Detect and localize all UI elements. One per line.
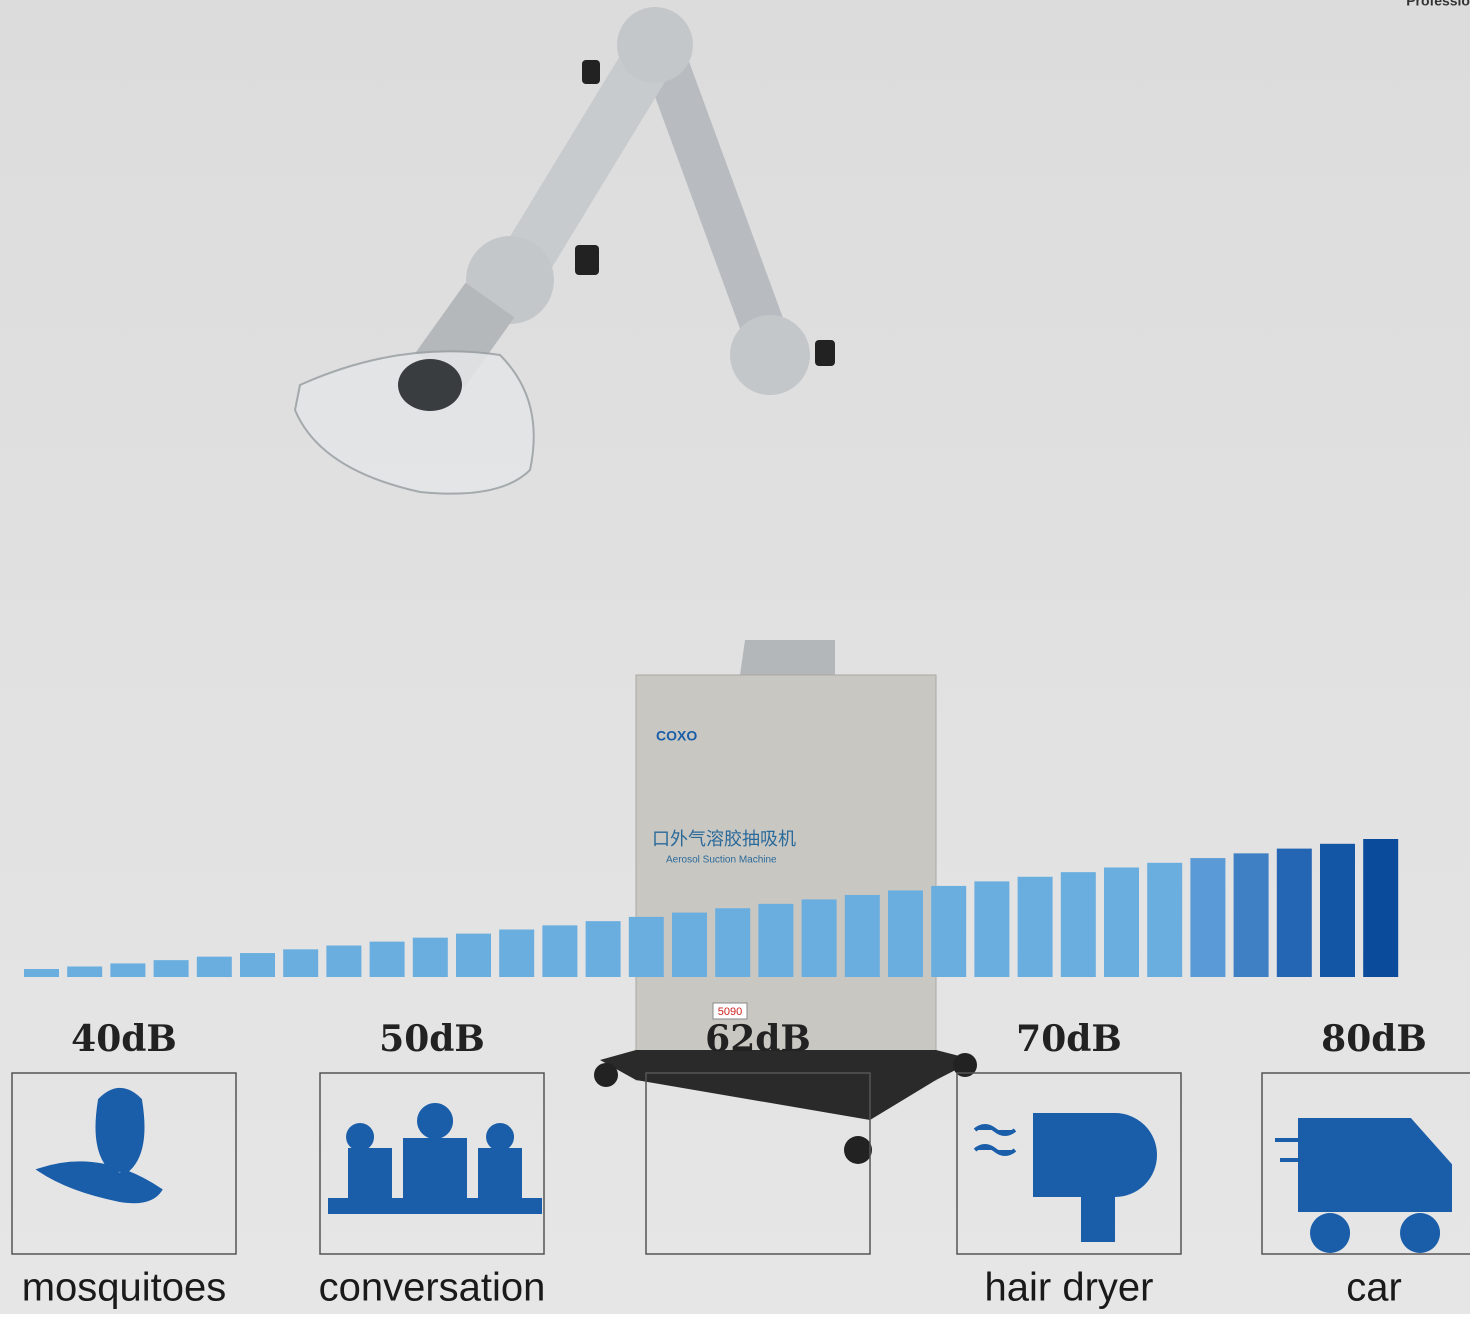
page: {"corner_text": "Professio", "product": … bbox=[0, 0, 1470, 1314]
level-value: 70dB bbox=[1016, 1018, 1122, 1060]
noise-bar bbox=[110, 963, 145, 977]
noise-bar bbox=[1061, 872, 1096, 977]
noise-bar bbox=[672, 913, 707, 977]
noise-bar bbox=[1277, 849, 1312, 977]
noise-bar bbox=[1104, 867, 1139, 977]
product-brand: COXO bbox=[656, 728, 697, 744]
noise-bar bbox=[1363, 839, 1398, 977]
noise-bar bbox=[845, 895, 880, 977]
noise-bar bbox=[197, 957, 232, 977]
level-value: 80dB bbox=[1321, 1018, 1427, 1060]
noise-bar bbox=[283, 949, 318, 977]
noise-bar bbox=[931, 886, 966, 977]
noise-bar bbox=[542, 925, 577, 977]
product-display: 5090 bbox=[718, 1006, 742, 1018]
noise-bar bbox=[629, 917, 664, 977]
level-label: conversation bbox=[319, 1266, 546, 1310]
level-value: 40dB bbox=[71, 1018, 177, 1060]
level-label: hair dryer bbox=[985, 1266, 1154, 1310]
noise-bar bbox=[586, 921, 621, 977]
noise-bar bbox=[1320, 844, 1355, 977]
noise-bar bbox=[370, 942, 405, 977]
noise-bar bbox=[974, 881, 1009, 977]
level-label: mosquitoes bbox=[22, 1266, 227, 1310]
product-name-cn: 口外气溶胶抽吸机 bbox=[652, 829, 796, 849]
noise-bar bbox=[802, 899, 837, 977]
corner-text: Professio bbox=[1406, 0, 1470, 9]
noise-bar bbox=[1234, 853, 1269, 977]
noise-bar bbox=[326, 946, 361, 977]
noise-bar bbox=[758, 904, 793, 977]
noise-bar bbox=[67, 966, 102, 977]
noise-bar bbox=[1190, 858, 1225, 977]
noise-bar bbox=[413, 938, 448, 977]
noise-bar bbox=[456, 934, 491, 977]
noise-bar bbox=[154, 960, 189, 977]
noise-bar bbox=[240, 953, 275, 977]
scene: Professio COXO 口外气溶胶抽吸机 Aerosol Suction … bbox=[0, 0, 1470, 1314]
noise-bar bbox=[715, 908, 750, 977]
noise-bar bbox=[499, 930, 534, 977]
noise-bar bbox=[1018, 877, 1053, 977]
level-label: car bbox=[1346, 1266, 1402, 1310]
level-value: 62dB bbox=[705, 1018, 811, 1060]
noise-bar bbox=[888, 890, 923, 977]
product-name-en: Aerosol Suction Machine bbox=[666, 855, 777, 866]
noise-bar bbox=[1147, 863, 1182, 977]
level-value: 50dB bbox=[379, 1018, 485, 1060]
noise-bar bbox=[24, 969, 59, 977]
